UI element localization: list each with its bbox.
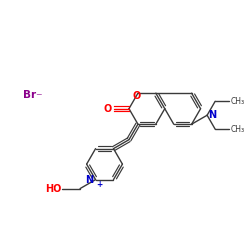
Text: N: N (86, 175, 94, 185)
Text: O: O (104, 104, 112, 114)
Text: ⁻: ⁻ (36, 92, 42, 105)
Text: Br: Br (22, 90, 36, 100)
Text: CH₃: CH₃ (230, 125, 245, 134)
Text: +: + (96, 180, 103, 189)
Text: CH₃: CH₃ (230, 97, 245, 106)
Text: O: O (133, 91, 141, 101)
Text: HO: HO (45, 184, 61, 194)
Text: N: N (208, 110, 216, 120)
